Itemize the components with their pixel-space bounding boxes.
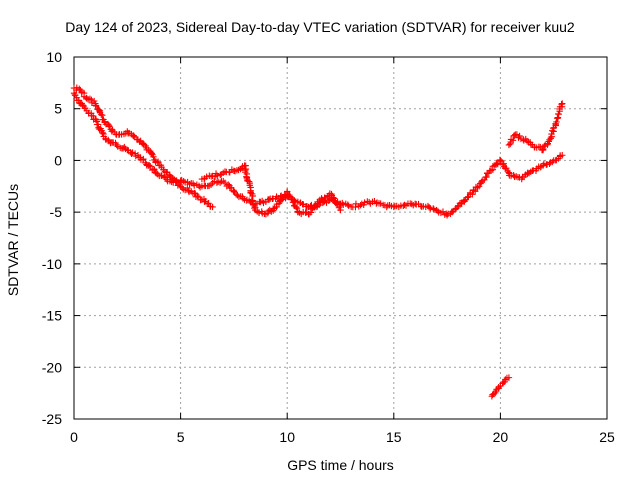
x-tick-label: 20 [493, 429, 509, 445]
data-point [483, 173, 490, 181]
plot-frame [73, 56, 608, 420]
data-point [493, 159, 500, 167]
data-point [180, 177, 187, 185]
data-point [472, 183, 480, 191]
data-point [464, 194, 471, 201]
data-point [285, 191, 293, 199]
x-tick-label: 0 [70, 429, 78, 445]
data-point [344, 201, 351, 208]
data-point [106, 123, 113, 130]
data-point [469, 191, 476, 198]
series-upper-branch [70, 84, 216, 211]
data-point [290, 198, 297, 206]
data-point [148, 150, 155, 157]
data-point [225, 181, 232, 188]
data-point [513, 131, 521, 138]
data-point [191, 189, 198, 197]
data-point [194, 192, 201, 200]
data-point [209, 203, 216, 211]
data-point [147, 163, 154, 170]
data-point [307, 209, 315, 216]
data-point [154, 159, 161, 166]
x-tick-label: 15 [386, 429, 402, 445]
series-low-outlier [488, 374, 513, 400]
chart-title: Day 124 of 2023, Sidereal Day-to-day VTE… [65, 19, 575, 35]
data-point [207, 181, 215, 188]
data-point [99, 129, 106, 137]
y-tick-label: -25 [42, 411, 62, 427]
data-point [232, 190, 240, 198]
x-tick-label: 10 [279, 429, 295, 445]
data-point [204, 200, 211, 208]
data-point [549, 158, 556, 166]
y-tick-label: 10 [46, 49, 62, 65]
data-point [494, 160, 501, 168]
data-point [310, 203, 318, 210]
data-point [516, 132, 523, 140]
data-point [93, 102, 100, 110]
data-point [146, 162, 153, 169]
data-point [337, 206, 344, 214]
data-point [205, 200, 212, 207]
series-late-rise-branch [505, 100, 566, 154]
data-point [239, 195, 247, 202]
y-tick-label: -15 [42, 308, 62, 324]
data-point [505, 169, 512, 176]
data-point [333, 200, 340, 207]
data-point [401, 201, 408, 209]
data-point [214, 172, 221, 179]
data-point [86, 95, 94, 102]
data-point [242, 165, 250, 173]
y-tick-label: 5 [54, 101, 62, 117]
data-point [559, 152, 566, 159]
series-mid-branch [198, 162, 344, 218]
y-tick-label: -5 [50, 204, 63, 220]
data-point [559, 100, 566, 107]
data-point [547, 134, 555, 142]
data-point [293, 205, 301, 212]
y-tick-label: -20 [42, 359, 62, 375]
data-point [541, 143, 548, 150]
axis-tick-labels: 0 5 10 15 20 25 10 5 0 -5 -10 -15 -20 -25 [42, 49, 615, 445]
series-main-track [70, 90, 566, 219]
data-point [555, 111, 562, 118]
x-tick-label: 25 [599, 429, 615, 445]
data-marks [70, 84, 566, 400]
data-point [540, 145, 547, 153]
data-point [449, 208, 456, 216]
data-point [98, 111, 105, 118]
x-axis-label: GPS time / hours [287, 457, 394, 473]
data-point [150, 165, 158, 173]
axis-ticks [73, 56, 608, 420]
x-tick-label: 5 [177, 429, 185, 445]
data-point [523, 137, 531, 145]
data-point [330, 194, 337, 201]
data-point [558, 101, 565, 108]
data-point [425, 204, 433, 211]
data-point [497, 157, 504, 164]
data-point [553, 118, 560, 126]
data-point [177, 183, 184, 190]
data-point [150, 153, 157, 161]
data-point [130, 132, 137, 139]
data-point [153, 169, 160, 177]
y-axis-label: SDTVAR / TECUs [5, 183, 21, 297]
data-point [505, 374, 513, 381]
data-point [234, 192, 241, 199]
y-tick-label: -10 [42, 256, 62, 272]
data-point [292, 203, 300, 211]
data-point [471, 188, 479, 195]
grid [74, 57, 607, 419]
data-point [174, 182, 182, 189]
data-point [502, 376, 509, 383]
data-point [503, 165, 510, 172]
data-point [265, 196, 273, 203]
data-point [443, 212, 451, 219]
data-point [277, 197, 284, 204]
data-point [509, 137, 517, 144]
y-tick-label: 0 [54, 152, 62, 168]
